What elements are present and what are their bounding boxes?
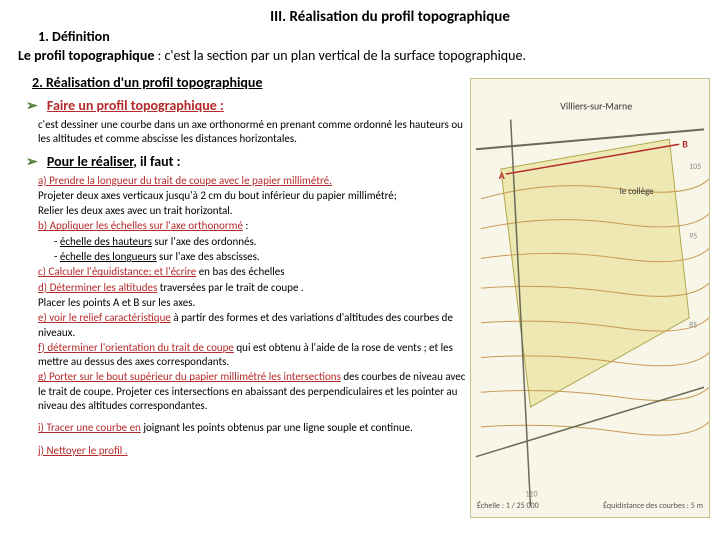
step-a: a) Prendre la longueur du trait de coupe…	[38, 174, 468, 188]
def-num-label: 1. Définition	[38, 28, 110, 45]
realiser-underlined: Pour le réaliser	[47, 153, 133, 170]
step-d-rest: traversées par le trait de coupe .	[157, 281, 303, 294]
step-f-label: f) déterminer l'orientation du trait de …	[38, 341, 234, 354]
definition-number: 1. Définition	[0, 28, 720, 45]
step-b-sub2-rest: sur l'axe des abscisses.	[157, 250, 260, 263]
faire-label: Faire un profil topographique :	[47, 97, 224, 114]
step-g-label: g) Porter sur le bout supérieur du papie…	[38, 370, 341, 383]
step-d-line2: Placer les points A et B sur les axes.	[38, 296, 468, 310]
step-c-rest: en bas des échelles	[196, 265, 284, 278]
step-a-line3: Relier les deux axes avec un trait horiz…	[38, 204, 468, 218]
svg-text:95: 95	[689, 232, 697, 242]
step-c-label: c) Calculer l'équidistance; et l'écrire	[38, 265, 196, 278]
svg-text:B: B	[682, 138, 688, 150]
svg-text:105: 105	[689, 162, 701, 172]
step-e: e) voir le relief caractéristique à part…	[38, 311, 468, 340]
def-rest: : c'est la section par un plan vertical …	[154, 47, 526, 64]
step-d: d) Déterminer les altitudes traversées p…	[38, 281, 468, 295]
step-j-label: j) Nettoyer le profil .	[38, 444, 128, 457]
step-f: f) déterminer l'orientation du trait de …	[38, 341, 468, 370]
page-title: III. Réalisation du profil topographique	[0, 0, 720, 26]
step-b: b) Appliquer les échelles sur l'axe orth…	[38, 219, 468, 233]
topographic-map: A B Villiers-sur-Marne le collège 105 95…	[470, 78, 710, 518]
map-location-1: Villiers-sur-Marne	[560, 101, 632, 113]
definition-text: Le profil topographique : c'est la secti…	[0, 47, 720, 64]
step-b-sub2: - échelle des longueurs sur l'axe des ab…	[54, 250, 484, 264]
map-location-2: le collège	[620, 187, 655, 197]
step-i: i) Tracer une courbe en joignant les poi…	[38, 421, 468, 435]
step-b-sub1-rest: sur l'axe des ordonnés.	[152, 235, 257, 248]
step-b-sub2-u: échelle des longueurs	[60, 250, 157, 263]
step-b-colon: :	[243, 219, 248, 232]
step-j: j) Nettoyer le profil .	[38, 444, 468, 458]
step-b-sub1: - échelle des hauteurs sur l'axe des ord…	[54, 235, 484, 249]
map-svg: A B Villiers-sur-Marne le collège 105 95…	[471, 79, 709, 517]
svg-text:85: 85	[689, 321, 697, 331]
step-b-label: b) Appliquer les échelles sur l'axe orth…	[38, 219, 243, 232]
step-c: c) Calculer l'équidistance; et l'écrire …	[38, 265, 468, 279]
step-b-sub1-u: échelle des hauteurs	[60, 235, 152, 248]
realiser-suffix: , il faut :	[133, 153, 180, 170]
def-start: Le profil topographique	[18, 47, 154, 64]
map-scale-label: Échelle : 1 / 25 000	[477, 501, 539, 511]
step-i-label: i) Tracer une courbe en	[38, 421, 141, 434]
map-legend: Échelle : 1 / 25 000 Équidistance des co…	[477, 501, 703, 511]
step-g: g) Porter sur le bout supérieur du papie…	[38, 370, 468, 413]
faire-description: c'est dessiner une courbe dans un axe or…	[38, 118, 468, 147]
svg-text:110: 110	[526, 489, 538, 499]
step-d-label: d) Déterminer les altitudes	[38, 281, 157, 294]
realiser-label: Pour le réaliser, il faut :	[47, 153, 181, 170]
svg-text:A: A	[499, 170, 505, 182]
step-e-label: e) voir le relief caractéristique	[38, 311, 171, 324]
step-a-line2: Projeter deux axes verticaux jusqu'à 2 c…	[38, 189, 468, 203]
step-i-rest: joignant les points obtenus par une lign…	[141, 421, 413, 434]
arrow-icon: ➢	[26, 97, 38, 114]
map-equidistance-label: Équidistance des courbes : 5 m	[603, 501, 703, 511]
arrow-icon: ➢	[26, 153, 38, 170]
step-a-label: a) Prendre la longueur du trait de coupe…	[38, 174, 332, 187]
